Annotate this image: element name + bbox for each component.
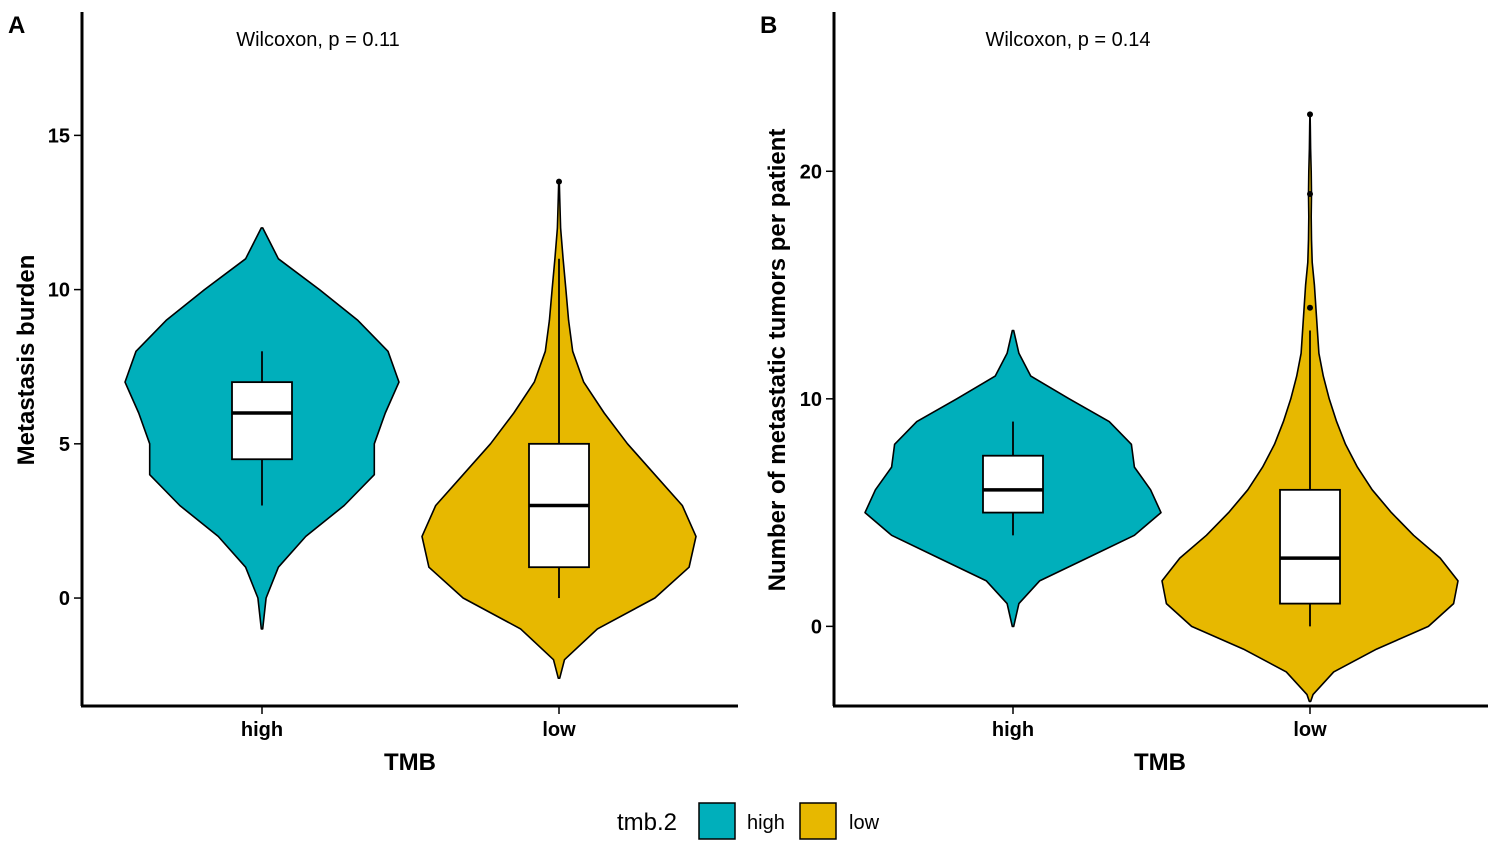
panel-a-tag: A xyxy=(8,12,25,39)
y-tick-label: 0 xyxy=(811,616,822,638)
panel-b-wilcoxon-annotation: Wilcoxon, p = 0.14 xyxy=(985,29,1150,51)
panel-b-x-axis-title: TMB xyxy=(1134,749,1186,776)
outlier-point-low-0 xyxy=(1307,304,1313,311)
y-tick-label: 10 xyxy=(800,389,822,411)
legend-swatch-high xyxy=(698,802,736,840)
panel-b-marks xyxy=(864,111,1459,703)
y-tick-label: 20 xyxy=(800,161,822,183)
panel-a-y-axis-title: Metastasis burden xyxy=(13,255,40,466)
y-tick-label: 5 xyxy=(59,434,70,456)
x-tick-label-high: high xyxy=(992,719,1034,741)
y-tick-label: 10 xyxy=(48,280,70,302)
panel-b-y-ticks: 0 10 20 xyxy=(800,161,834,638)
legend: tmb.2 high low xyxy=(617,802,880,840)
panel-b-x-ticks: high low xyxy=(992,706,1327,741)
x-tick-label-high: high xyxy=(241,719,283,741)
y-tick-label: 15 xyxy=(48,125,70,147)
panel-a-x-ticks: high low xyxy=(241,706,576,741)
legend-swatch-low xyxy=(799,802,837,840)
panel-a-marks xyxy=(124,178,697,679)
panel-b: B Wilcoxon, p = 0.14 0 10 20 high low TMB N… xyxy=(760,12,1488,776)
legend-title: tmb.2 xyxy=(617,809,677,836)
x-tick-label-low: low xyxy=(1293,719,1327,741)
outlier-point-low-2 xyxy=(1307,111,1313,118)
panel-a-x-axis-title: TMB xyxy=(384,749,436,776)
x-tick-label-low: low xyxy=(542,719,576,741)
panel-b-y-axis-title: Number of metastatic tumors per patient xyxy=(764,129,791,592)
boxplot-box-high xyxy=(231,381,293,461)
boxplot-box-high xyxy=(982,454,1044,514)
panel-a-wilcoxon-annotation: Wilcoxon, p = 0.11 xyxy=(236,29,400,51)
y-tick-label: 0 xyxy=(59,588,70,610)
legend-label-high: high xyxy=(747,812,785,834)
outlier-point-low-0 xyxy=(556,178,562,185)
panel-a-y-ticks: 0 5 10 15 xyxy=(48,125,82,610)
boxplot-box-low xyxy=(1279,488,1341,605)
legend-label-low: low xyxy=(849,812,880,834)
outlier-point-low-1 xyxy=(1307,191,1313,198)
panel-b-tag: B xyxy=(760,12,777,39)
